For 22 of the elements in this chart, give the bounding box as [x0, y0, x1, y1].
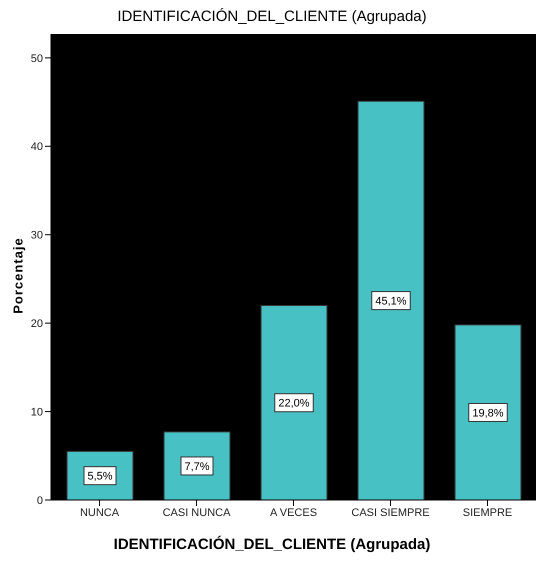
data-label: 7,7% [184, 460, 210, 473]
y-tick-label: 40 [30, 141, 43, 154]
bar [358, 100, 424, 500]
y-tick-label: 50 [30, 52, 43, 65]
chart-title: IDENTIFICACIÓN_DEL_CLIENTE (Agrupada) [116, 8, 428, 25]
x-tick-label: A VECES [270, 506, 318, 519]
y-tick-label: 0 [36, 494, 43, 507]
x-tick-label: CASI NUNCA [162, 506, 232, 519]
data-label: 45,1% [375, 296, 407, 308]
y-tick-label: 10 [30, 406, 43, 418]
x-tick-label: SIEMPRE [462, 506, 512, 519]
x-tick-label: CASI SIEMPRE [351, 506, 430, 519]
data-label: 22,0% [278, 398, 310, 410]
y-tick-label: 20 [30, 318, 43, 330]
bar [260, 304, 328, 500]
x-tick-label: NUNCA [80, 506, 120, 519]
data-label: 5,5% [87, 470, 113, 483]
bar [454, 324, 522, 500]
data-label: 19,8% [472, 407, 504, 420]
x-axis-title: IDENTIFICACIÓN_DEL_CLIENTE (Agrupada) [112, 536, 432, 553]
y-tick-label: 30 [30, 230, 43, 242]
y-axis-title: Porcentaje [10, 236, 26, 316]
